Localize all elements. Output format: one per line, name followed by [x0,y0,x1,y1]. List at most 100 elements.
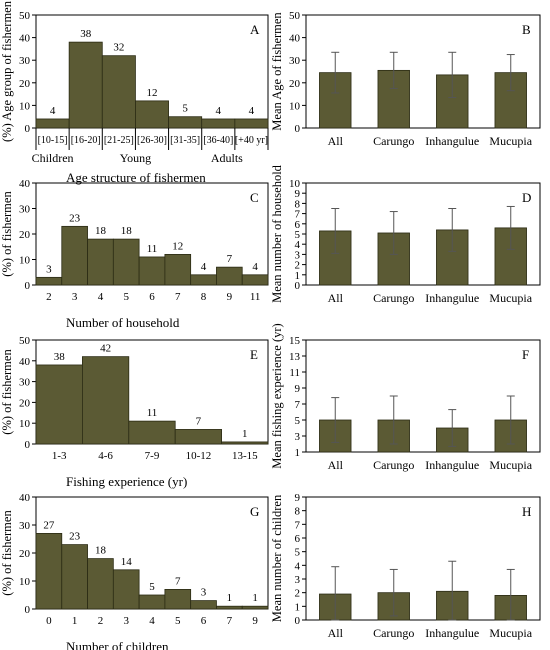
data-label: 42 [100,343,111,355]
bar-a-2 [101,55,136,129]
data-label: 12 [172,240,183,252]
y-axis-title: (%) of fishermen [0,349,14,435]
y-tick-label: 40 [289,33,301,45]
y-tick-label: 30 [19,377,31,389]
y-tick-label: 30 [19,520,31,532]
bar-a-3 [135,100,169,129]
bar-g-0 [35,533,63,610]
x-tick-label: Carungo [373,291,414,305]
age-group-label: Adults [211,151,243,165]
y-tick-label: 10 [19,418,31,430]
bar-g-5 [164,589,192,610]
panel-label: B [522,22,531,37]
x-tick-label: [31-35] [170,135,200,146]
data-label: 4 [50,105,56,117]
data-label: 7 [227,253,233,265]
age-group-label: Children [32,151,74,165]
bar-c-5 [164,253,192,286]
y-tick-label: 40 [19,33,31,45]
data-label: 1 [252,592,258,604]
y-tick-label: 40 [19,492,31,504]
y-tick-label: 7 [295,519,301,531]
x-tick-label: All [328,626,344,640]
x-tick-label: 1-3 [52,450,67,462]
panel-label: G [250,504,259,519]
bar-a-4 [168,116,203,129]
y-tick-label: 10 [289,178,301,190]
x-axis-title: Number of household [66,315,180,330]
bar-c-0 [35,276,63,286]
y-tick-label: 20 [19,78,31,90]
data-label: 27 [43,519,55,531]
y-tick-label: 11 [289,367,300,379]
data-label: 23 [69,212,81,224]
bar-a-6 [234,118,269,129]
y-tick-label: 30 [19,55,31,67]
panel-label: F [522,347,529,362]
x-tick-label: Mucupia [489,458,532,472]
x-tick-label: Mucupia [489,291,532,305]
x-tick-label: 9 [252,615,258,627]
y-tick-label: 8 [295,198,301,210]
bar-e-1 [82,356,130,445]
data-label: 1 [227,592,233,604]
y-tick-label: 0 [295,615,301,627]
y-axis-title: (%) of fishermen [0,191,14,277]
x-tick-label: 7 [175,291,181,303]
y-tick-label: 0 [295,123,301,135]
y-tick-label: 7 [295,399,301,411]
y-tick-label: 4 [295,560,301,572]
plot-frame [305,496,541,621]
y-tick-label: 1 [295,270,301,282]
y-tick-label: 20 [289,78,301,90]
y-axis-title: Mean number of children [270,494,284,622]
y-tick-label: 0 [295,280,301,292]
bar-c-6 [190,274,217,286]
x-tick-label: 6 [149,291,155,303]
x-tick-label: All [328,291,344,305]
y-tick-label: 5 [295,229,301,241]
y-tick-label: 3 [295,574,301,586]
bar-g-6 [190,600,217,610]
bar-c-8 [241,274,269,286]
data-label: 32 [113,42,124,54]
y-tick-label: 4 [295,239,301,251]
data-label: 38 [80,28,92,40]
y-tick-label: 0 [25,123,31,135]
y-tick-label: 15 [289,335,301,347]
x-axis-title: Age structure of fishermen [66,170,206,185]
data-label: 18 [95,225,107,237]
x-tick-label: [+40 yr] [235,135,268,146]
y-tick-label: 2 [295,588,301,600]
x-tick-label: [16-20] [71,135,101,146]
panel-label: C [250,190,259,205]
data-label: 3 [46,263,52,275]
x-axis-title: Number of children [66,639,169,650]
x-tick-label: Carungo [373,626,414,640]
bar-e-4 [221,441,269,445]
x-tick-label: 5 [175,615,181,627]
bar-a-1 [68,41,103,129]
age-group-label: Young [120,151,151,165]
bar-g-3 [112,569,140,610]
panel-label: A [250,22,260,37]
y-tick-label: 8 [295,506,301,518]
y-tick-label: 10 [289,100,301,112]
data-label: 38 [54,351,66,363]
x-tick-label: 6 [201,615,207,627]
y-tick-label: 0 [25,280,31,292]
x-tick-label: All [328,458,344,472]
bar-g-2 [87,558,114,610]
bar-g-7 [216,605,243,610]
y-tick-label: 13 [289,351,301,363]
y-tick-label: 10 [19,576,31,588]
bar-g-1 [61,544,88,610]
data-label: 12 [147,87,158,99]
data-label: 7 [196,415,202,427]
chart-panel-g: 0 10 20 30 40 (%) of fishermen G 27 0 23 1 18 2 14 3 5 4… [0,492,269,650]
data-label: 1 [242,428,248,440]
y-tick-label: 0 [25,439,31,451]
